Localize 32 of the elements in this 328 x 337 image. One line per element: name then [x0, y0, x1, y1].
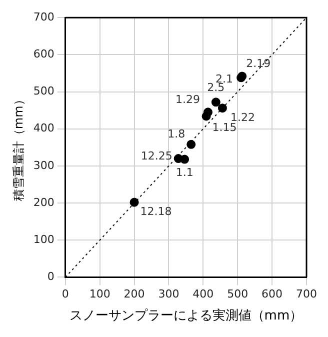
- x-tick-label: 600: [262, 288, 283, 301]
- y-tick-label: 500: [33, 84, 54, 98]
- annotation: 12.18: [140, 205, 172, 218]
- point: [218, 104, 227, 113]
- annotation: 1.22: [230, 110, 255, 124]
- annotation: 1.1: [176, 166, 194, 180]
- x-tick-label: 100: [89, 288, 110, 301]
- x-tick-label: 700: [296, 288, 317, 301]
- x-tick-label: 300: [158, 288, 180, 301]
- point: [180, 154, 190, 164]
- annotation: 12.25: [140, 149, 172, 162]
- point: [211, 98, 220, 107]
- y-tick-label: 100: [33, 232, 54, 246]
- annotation: 1.29: [175, 93, 200, 106]
- y-tick-label: 400: [33, 122, 54, 135]
- y-axis-title: 積雪重量計（mm）: [11, 94, 26, 202]
- x-axis-title: スノーサンプラーによる実測値（mm）: [69, 308, 303, 324]
- annotation: 1.8: [168, 127, 186, 140]
- x-tick-label: 400: [192, 288, 214, 301]
- y-tick-label: 600: [33, 48, 54, 61]
- y-tick-label: 200: [33, 196, 54, 209]
- annotation: 2.19: [246, 57, 271, 70]
- point: [203, 108, 212, 117]
- point: [186, 140, 196, 149]
- y-tick-label: 300: [33, 158, 54, 172]
- y-tick-label: 0: [47, 270, 54, 284]
- x-tick-label: 500: [227, 288, 248, 301]
- x-tick-label: 200: [124, 288, 145, 301]
- point: [130, 198, 139, 207]
- x-tick-label: 0: [62, 288, 69, 301]
- y-tick-label: 700: [33, 10, 54, 24]
- annotation: 1.15: [212, 121, 237, 134]
